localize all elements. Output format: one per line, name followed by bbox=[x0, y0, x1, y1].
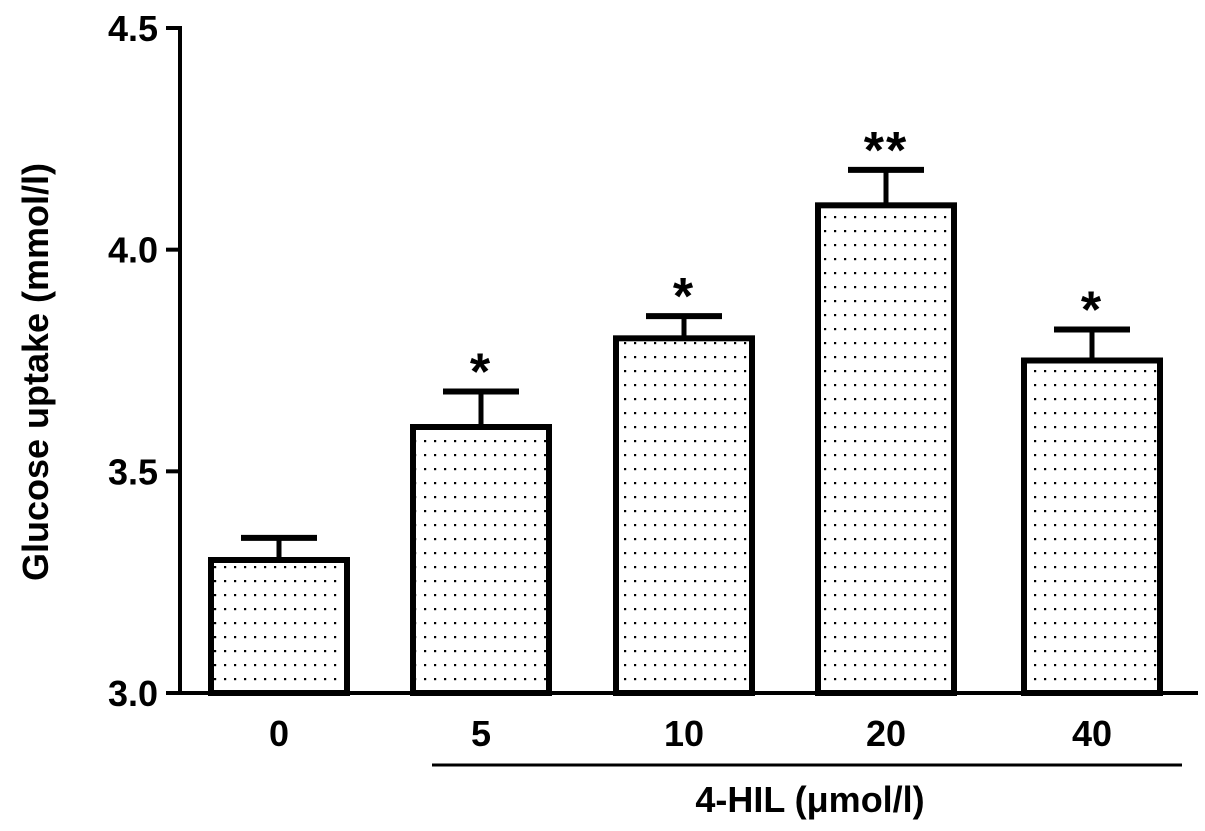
y-tick-label: 4.0 bbox=[108, 230, 158, 271]
significance-marker: * bbox=[1081, 281, 1103, 339]
error-bars bbox=[241, 166, 1130, 560]
bar bbox=[1021, 357, 1163, 696]
y-axis-title: Glucose uptake (mmol/l) bbox=[15, 163, 56, 581]
x-tick-labels: 0 5 10 20 40 bbox=[269, 713, 1112, 754]
y-tick-label: 3.5 bbox=[108, 451, 158, 492]
x-tick-label: 0 bbox=[269, 713, 289, 754]
significance-marker: ** bbox=[864, 122, 908, 180]
x-axis-title: 4-HIL (μmol/l) bbox=[695, 779, 924, 820]
bar bbox=[815, 202, 957, 696]
bar bbox=[613, 335, 755, 696]
y-tick-label: 3.0 bbox=[108, 673, 158, 714]
x-tick-label: 20 bbox=[866, 713, 906, 754]
y-tick-label: 4.5 bbox=[108, 8, 158, 49]
bar bbox=[410, 424, 552, 696]
significance-marks: ***** bbox=[470, 122, 1103, 402]
x-tick-label: 5 bbox=[471, 713, 491, 754]
bar bbox=[208, 557, 350, 696]
significance-marker: * bbox=[673, 268, 695, 326]
significance-marker: * bbox=[470, 344, 492, 402]
x-tick-label: 10 bbox=[664, 713, 704, 754]
x-tick-label: 40 bbox=[1072, 713, 1112, 754]
bars bbox=[208, 202, 1163, 696]
y-tick-labels: 3.0 3.5 4.0 4.5 bbox=[108, 8, 180, 714]
